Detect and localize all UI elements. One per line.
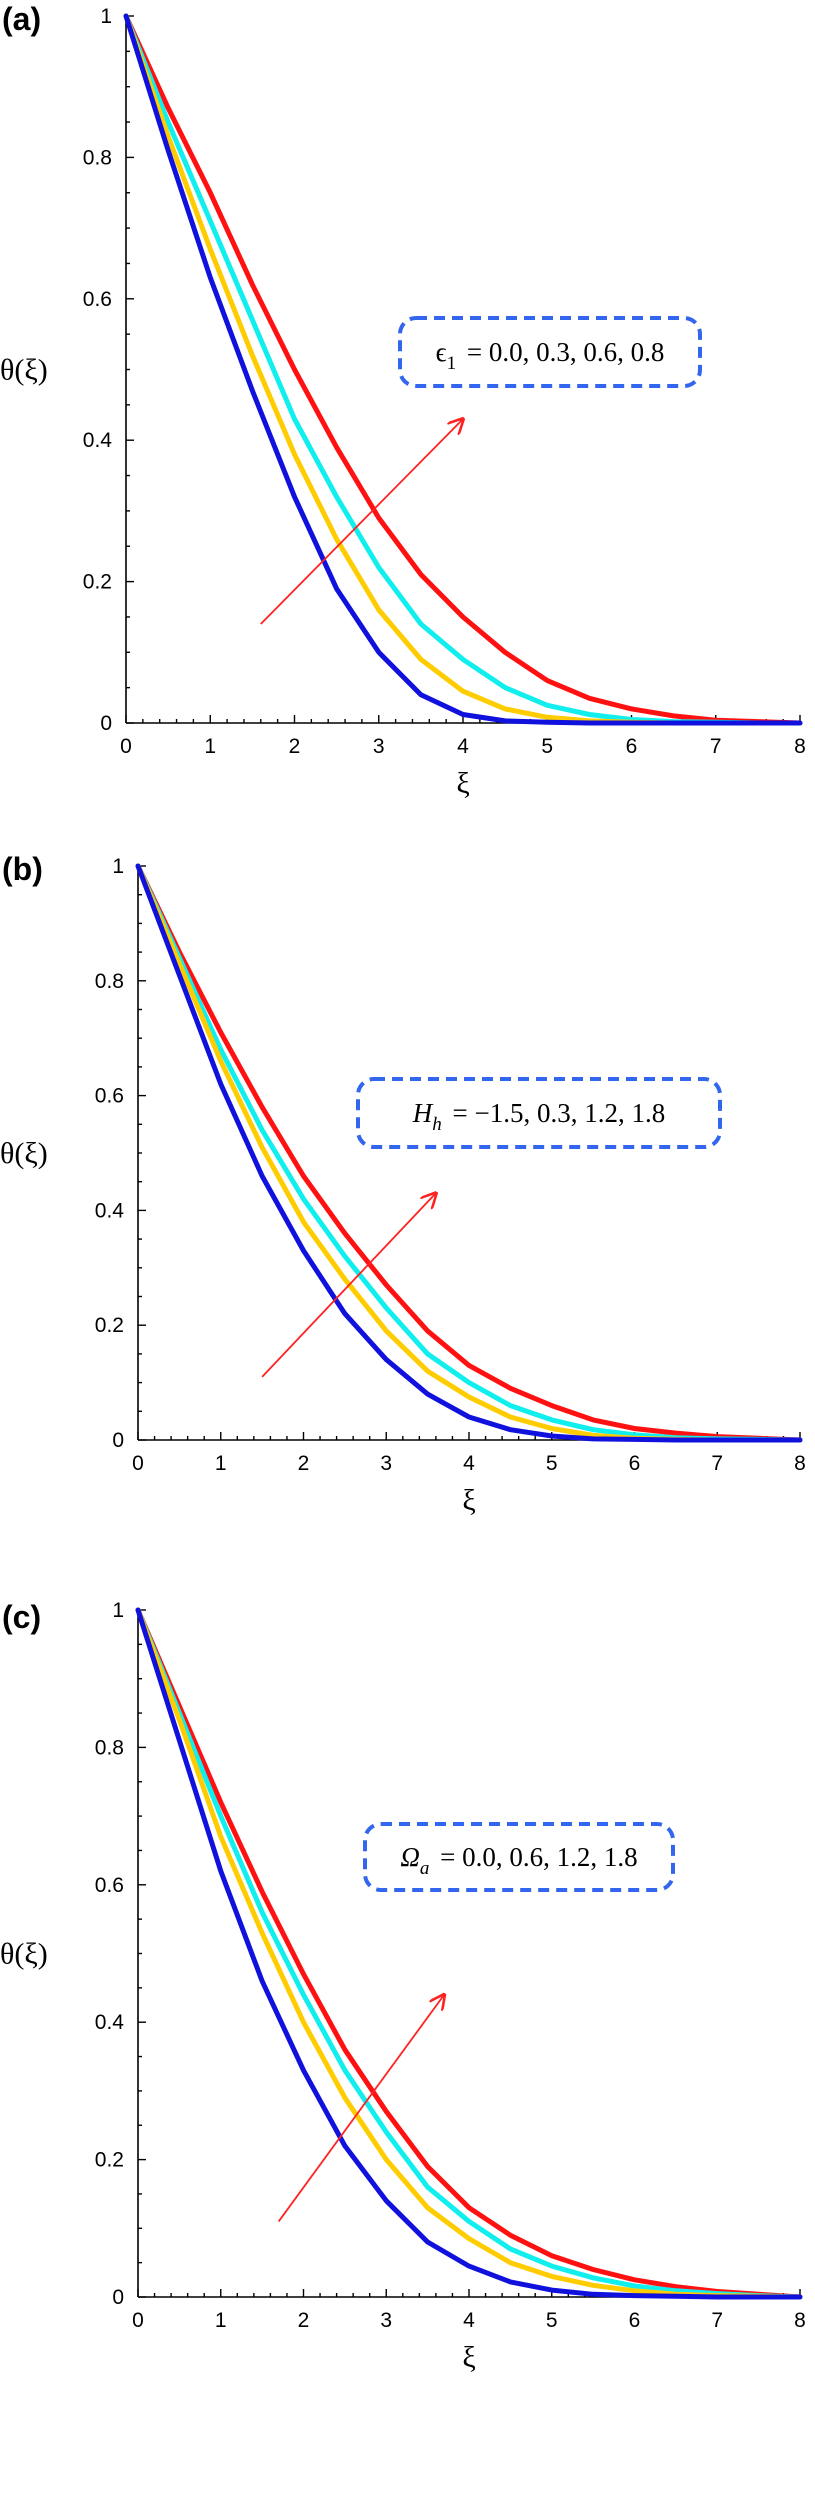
x-tick-label: 8 — [794, 1452, 806, 1475]
series-line-4 — [135, 863, 803, 1443]
x-tick-label: 4 — [457, 735, 469, 758]
x-tick-label: 3 — [380, 1452, 392, 1475]
x-tick-label: 0 — [132, 1452, 144, 1475]
panel-label: (c) — [2, 1599, 41, 1635]
x-tick-label: 8 — [794, 735, 806, 758]
x-tick-label: 2 — [289, 735, 301, 758]
y-tick-label: 0.2 — [83, 571, 112, 594]
annotation-text: ϵ1 = 0.0, 0.3, 0.6, 0.8 — [436, 337, 665, 374]
x-tick-label: 4 — [463, 1452, 475, 1475]
x-axis-label: ξ — [462, 1484, 475, 1517]
x-tick-label: 3 — [373, 735, 385, 758]
x-axis-label: ξ — [462, 2341, 475, 2374]
series-line-2 — [135, 863, 803, 1443]
annotation-box — [363, 1822, 675, 1892]
series-line-3 — [135, 1607, 803, 2300]
chart-panel: (a)0 1 2 3 4 5 6 7 800.20.40.60.81θ(ξ)ξϵ1 = 0.0,… — [0, 1, 806, 800]
y-axis-label: θ(ξ) — [0, 1938, 48, 1971]
y-tick-label: 0.2 — [95, 1314, 124, 1337]
trend-arrow — [261, 1193, 436, 1378]
y-tick-label: 0.6 — [83, 288, 112, 311]
annotation-box — [356, 1077, 722, 1149]
x-tick-label: 6 — [626, 735, 638, 758]
x-tick-label: 1 — [215, 1452, 227, 1475]
annotation-subscript: a — [420, 1858, 430, 1879]
y-tick-label: 0.4 — [95, 2011, 125, 2034]
x-tick-label: 0 — [132, 2309, 144, 2332]
x-tick-label: 2 — [298, 2309, 310, 2332]
x-tick-label: 7 — [711, 1452, 723, 1475]
annotation-values: = 0.0, 0.3, 0.6, 0.8 — [460, 337, 664, 367]
series-line-2 — [135, 1607, 803, 2300]
y-axis-label: θ(ξ) — [0, 1137, 48, 1170]
y-tick-label: 0.6 — [95, 1874, 124, 1897]
x-tick-label: 1 — [215, 2309, 227, 2332]
trend-arrow — [260, 419, 463, 625]
annotation-values: = 0.0, 0.6, 1.2, 1.8 — [433, 1842, 637, 1872]
y-tick-label: 0 — [100, 712, 112, 735]
y-tick-label: 0.8 — [83, 146, 112, 169]
annotation-text: Hh = −1.5, 0.3, 1.2, 1.8 — [412, 1098, 665, 1135]
y-tick-label: 1 — [100, 5, 112, 28]
x-tick-label: 6 — [629, 1452, 641, 1475]
series-line-3 — [135, 863, 803, 1443]
x-tick-label: 1 — [204, 735, 216, 758]
x-tick-label: 7 — [710, 735, 722, 758]
annotation-box — [398, 316, 702, 388]
annotation-symbol: H — [412, 1098, 434, 1128]
x-tick-label: 5 — [546, 2309, 558, 2332]
panel-label: (a) — [2, 1, 41, 37]
y-tick-label: 0.8 — [95, 970, 124, 993]
y-tick-label: 0.4 — [95, 1199, 125, 1222]
annotation-symbol: ϵ — [436, 337, 447, 367]
x-tick-label: 5 — [541, 735, 553, 758]
y-tick-label: 0.4 — [83, 429, 113, 452]
annotation-text: Ωa = 0.0, 0.6, 1.2, 1.8 — [400, 1842, 637, 1879]
x-tick-label: 0 — [120, 735, 132, 758]
annotation-subscript: 1 — [447, 353, 457, 374]
annotation-subscript: h — [432, 1114, 442, 1135]
x-axis-label: ξ — [456, 767, 469, 800]
x-tick-label: 4 — [463, 2309, 475, 2332]
chart-panel: (c) 0 1 2 3 4 5 6 7 8 0 0.2 0.4 0.6 0.8 1 θ(ξ) ξ Ωa = 0.0,… — [0, 1599, 806, 2374]
y-tick-label: 0 — [112, 2286, 124, 2309]
y-axis-label: θ(ξ) — [0, 354, 48, 387]
chart-panel: (b) 0 1 2 3 4 5 6 7 8 0 0.2 0.4 0.6 0.8 1 θ(ξ) ξ Hh = −1.5… — [0, 851, 806, 1517]
series-line-1 — [135, 1607, 803, 2300]
trend-arrow — [277, 1995, 445, 2222]
x-tick-label: 5 — [546, 1452, 558, 1475]
x-tick-label: 3 — [380, 2309, 392, 2332]
panel-label: (b) — [2, 851, 43, 887]
y-tick-label: 0.8 — [95, 1736, 124, 1759]
y-tick-label: 0 — [112, 1429, 124, 1452]
x-tick-label: 8 — [794, 2309, 806, 2332]
y-tick-label: 1 — [112, 855, 124, 878]
annotation-values: = −1.5, 0.3, 1.2, 1.8 — [446, 1098, 665, 1128]
series-line-4 — [123, 13, 803, 726]
x-tick-label: 2 — [298, 1452, 310, 1475]
y-tick-label: 0.2 — [95, 2149, 124, 2172]
series-line-4 — [135, 1607, 803, 2300]
series-line-1 — [123, 13, 803, 726]
x-tick-label: 7 — [711, 2309, 723, 2332]
y-tick-label: 1 — [112, 1599, 124, 1622]
y-tick-label: 0.6 — [95, 1085, 124, 1108]
series-line-1 — [135, 863, 803, 1443]
x-tick-label: 6 — [629, 2309, 641, 2332]
annotation-symbol: Ω — [400, 1842, 420, 1872]
